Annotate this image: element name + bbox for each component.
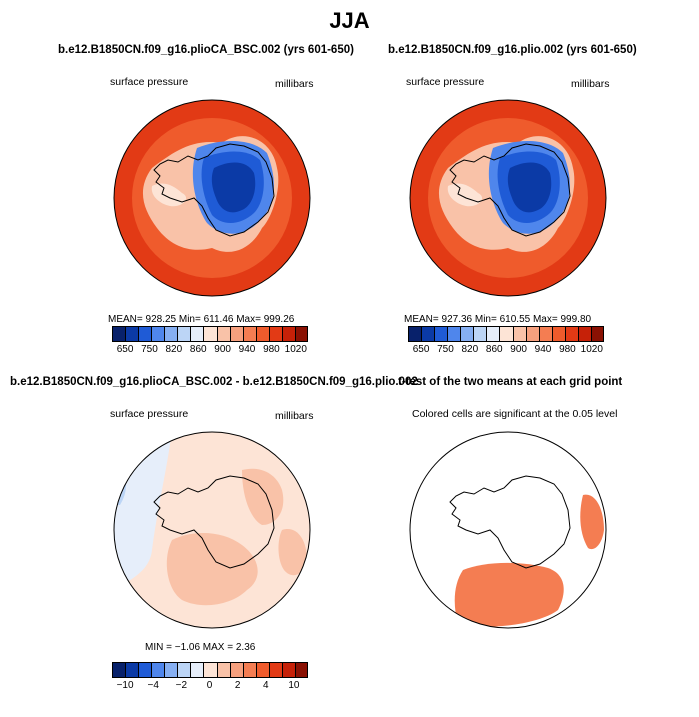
panel4-note: Colored cells are significant at the 0.0…: [412, 408, 618, 420]
colorbar-tick-label: 940: [238, 344, 256, 355]
colorbar-tick-label: 750: [437, 344, 454, 355]
colorbar-swatch: [447, 327, 461, 341]
colorbar-tick-label: 900: [214, 344, 231, 355]
panel2-variable-label: surface pressure: [406, 76, 485, 88]
panel3-title: b.e12.B1850CN.f09_g16.plioCA_BSC.002 - b…: [10, 376, 418, 388]
colorbar-swatch: [564, 327, 578, 341]
panel4-polar-map: [409, 431, 607, 629]
colorbar-swatch: [525, 327, 539, 341]
colorbar-swatch: [177, 663, 191, 677]
colorbar-tick-label: −4: [147, 680, 159, 691]
colorbar-swatch: [486, 327, 500, 341]
colorbar-swatch: [229, 663, 243, 677]
colorbar-tick-label: 750: [141, 344, 158, 355]
main-title: JJA: [329, 8, 370, 33]
colorbar-swatch: [125, 663, 139, 677]
colorbar-swatch: [408, 327, 422, 341]
colorbar-swatch: [538, 327, 552, 341]
colorbar-swatch: [164, 663, 178, 677]
colorbar-swatch: [590, 327, 604, 341]
colorbar-tick-label: 1020: [580, 344, 603, 355]
colorbar-swatch: [281, 327, 295, 341]
panel2-title: b.e12.B1850CN.f09_g16.plio.002 (yrs 601-…: [388, 44, 637, 56]
colorbar-swatch: [229, 327, 243, 341]
colorbar-tick-label: 0: [206, 680, 213, 691]
colorbar-tick-label: 940: [534, 344, 552, 355]
panel2-stats: MEAN= 927.36 Min= 610.55 Max= 999.80: [404, 314, 592, 325]
panel1-stats: MEAN= 928.25 Min= 611.46 Max= 999.26: [108, 314, 295, 325]
colorbar-tick-label: 820: [461, 344, 479, 355]
colorbar-tick-label: 1020: [284, 344, 307, 355]
panel2-polar-map: [409, 99, 607, 297]
colorbar-swatch: [216, 663, 230, 677]
colorbar-swatch: [551, 327, 565, 341]
colorbar-swatch: [268, 327, 282, 341]
colorbar-tick-label: 10: [288, 680, 300, 691]
colorbar-swatch: [125, 327, 139, 341]
colorbar-tick-label: 4: [263, 680, 269, 691]
colorbar-swatch: [460, 327, 474, 341]
colorbar-swatch: [499, 327, 513, 341]
colorbar-tick-label: 860: [485, 344, 503, 355]
colorbar-swatch: [281, 663, 295, 677]
colorbar-swatch: [242, 327, 256, 341]
panel3-units-label: millibars: [275, 410, 314, 422]
panel3-variable-label: surface pressure: [110, 408, 189, 420]
colorbar-swatch: [473, 327, 487, 341]
colorbar-tick-label: 860: [189, 344, 207, 355]
panel3-stats: MIN = −1.06 MAX = 2.36: [145, 642, 256, 653]
colorbar-swatch: [242, 663, 256, 677]
colorbar-swatch: [203, 663, 217, 677]
colorbar-swatch: [151, 327, 165, 341]
colorbar-swatch: [138, 327, 152, 341]
colorbar-tick-label: 980: [559, 344, 576, 355]
panel1-units-label: millibars: [275, 78, 314, 90]
colorbar-swatch: [203, 327, 217, 341]
colorbar-swatch: [138, 663, 152, 677]
panel1-polar-map: [113, 99, 311, 297]
colorbar-swatch: [164, 327, 178, 341]
colorbar-tick-label: 900: [510, 344, 527, 355]
panel3-polar-map: [113, 431, 311, 629]
colorbar-swatch: [512, 327, 526, 341]
colorbar-tick-label: −2: [175, 680, 188, 691]
panel3-colorbar: [112, 662, 308, 678]
colorbar-swatch: [255, 327, 269, 341]
colorbar-tick-label: −10: [116, 680, 134, 691]
colorbar-swatch: [112, 663, 126, 677]
colorbar-swatch: [421, 327, 435, 341]
panel1-variable-label: surface pressure: [110, 76, 189, 88]
colorbar-swatch: [190, 663, 204, 677]
colorbar-swatch: [294, 663, 308, 677]
colorbar-swatch: [216, 327, 230, 341]
panel2-colorbar: [408, 326, 604, 342]
colorbar-swatch: [294, 327, 308, 341]
colorbar-swatch: [434, 327, 448, 341]
colorbar-swatch: [151, 663, 165, 677]
colorbar-swatch: [112, 327, 126, 341]
colorbar-tick-label: 650: [412, 344, 430, 355]
colorbar-swatch: [177, 327, 191, 341]
panel2-units-label: millibars: [571, 78, 610, 90]
colorbar-tick-label: 980: [263, 344, 280, 355]
colorbar-tick-label: 820: [165, 344, 183, 355]
colorbar-swatch: [577, 327, 591, 341]
colorbar-swatch: [268, 663, 282, 677]
colorbar-tick-label: 650: [116, 344, 134, 355]
panel1-title: b.e12.B1850CN.f09_g16.plioCA_BSC.002 (yr…: [58, 44, 354, 56]
colorbar-tick-label: 2: [234, 680, 241, 691]
panel4-title: t-test of the two means at each grid poi…: [398, 376, 623, 388]
colorbar-swatch: [190, 327, 204, 341]
panel1-colorbar: [112, 326, 308, 342]
colorbar-swatch: [255, 663, 269, 677]
